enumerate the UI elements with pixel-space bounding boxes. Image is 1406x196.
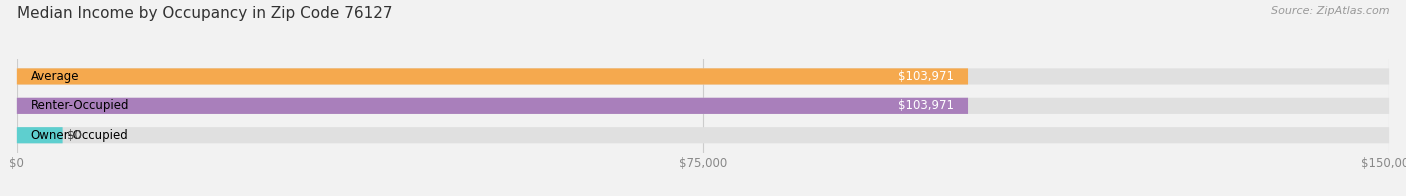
FancyBboxPatch shape [17,127,63,143]
Text: Average: Average [31,70,79,83]
FancyBboxPatch shape [17,98,969,114]
Text: $0: $0 [67,129,82,142]
FancyBboxPatch shape [17,127,1389,143]
Text: Owner-Occupied: Owner-Occupied [31,129,128,142]
FancyBboxPatch shape [17,98,1389,114]
Text: Source: ZipAtlas.com: Source: ZipAtlas.com [1271,6,1389,16]
Text: Renter-Occupied: Renter-Occupied [31,99,129,112]
Text: $103,971: $103,971 [898,99,955,112]
Text: Median Income by Occupancy in Zip Code 76127: Median Income by Occupancy in Zip Code 7… [17,6,392,21]
FancyBboxPatch shape [17,68,969,84]
Text: $103,971: $103,971 [898,70,955,83]
FancyBboxPatch shape [17,68,1389,84]
